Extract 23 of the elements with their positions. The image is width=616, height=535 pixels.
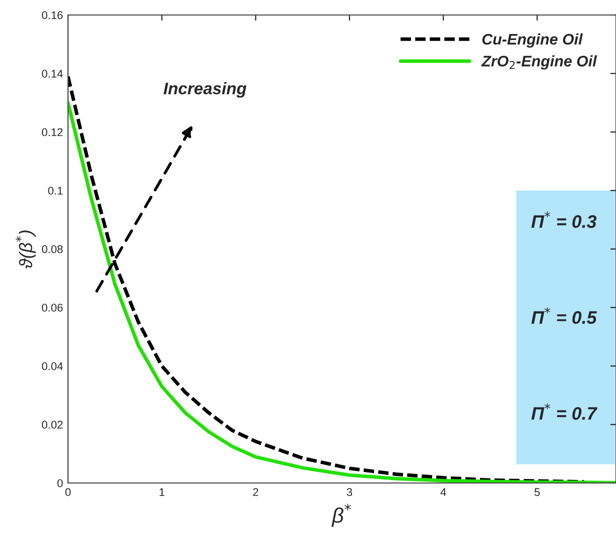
x-tick-label: 1 (160, 488, 164, 496)
y-tick-label: 0.06 (42, 304, 63, 312)
y-tick-label: 0.04 (42, 362, 63, 370)
annotation: Π$^{*}$ = 0.7 (531, 403, 598, 420)
legend-label: ZrO$_{2}$-Engine Oil (481, 55, 597, 70)
y-tick-label: 0.02 (42, 420, 63, 429)
y-tick-label: 0.08 (42, 245, 63, 254)
x-tick-label: 5 (534, 488, 540, 496)
y-tick-label: 0 (57, 479, 63, 488)
x-tick-label: 3 (346, 488, 352, 496)
y-tick-label: 0.16 (42, 11, 63, 20)
annotation: Π$^{*}$ = 0.5 (531, 307, 597, 324)
y-axis-title: ϑ(β$^{*}$) (16, 230, 36, 268)
x-tick-label: 0 (65, 488, 71, 496)
y-tick-label: 0.14 (42, 70, 63, 78)
x-tick-label: 4 (440, 488, 446, 496)
y-tick-label: 0.1 (48, 186, 63, 195)
annotation: Π$^{*}$ = 0.3 (531, 212, 596, 228)
legend-label: Cu-Engine Oil (482, 33, 583, 48)
y-tick-label: 0.12 (42, 128, 63, 136)
x-axis-title: β$^{*}$ (331, 504, 351, 527)
x-tick-label: 2 (253, 488, 258, 496)
annotation: Increasing (164, 82, 246, 98)
